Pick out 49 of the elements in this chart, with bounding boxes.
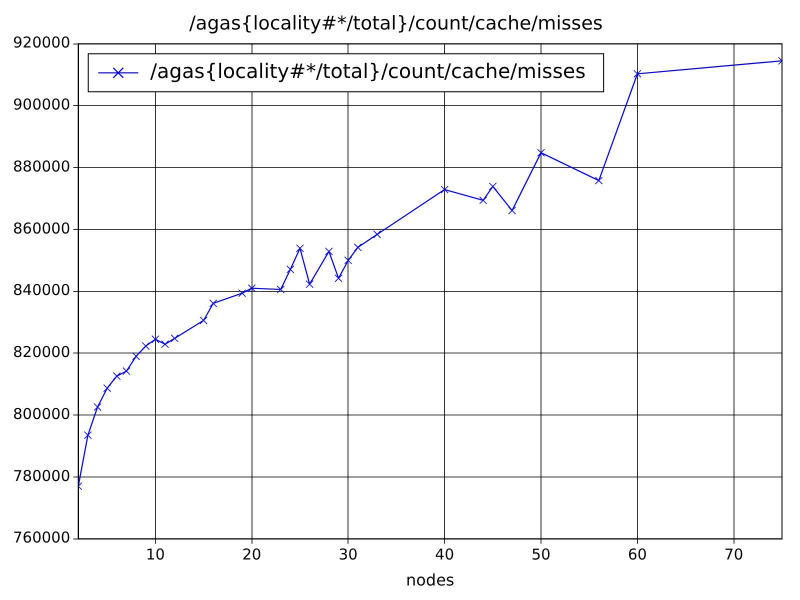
- point: [276, 286, 285, 294]
- y-tick-label: 860000: [12, 219, 70, 238]
- point: [594, 176, 603, 184]
- point: [200, 316, 208, 324]
- point: [170, 334, 179, 342]
- point: [373, 230, 382, 238]
- x-tick-label: 50: [531, 546, 551, 564]
- x-tick-label: 10: [146, 546, 165, 564]
- y-tick-label: 920000: [12, 34, 70, 52]
- y-tick-label: 880000: [12, 157, 70, 176]
- point: [248, 284, 256, 292]
- x-axis-title: nodes: [406, 570, 454, 590]
- point: [209, 299, 218, 308]
- point: [479, 196, 488, 204]
- y-tick-label: 840000: [12, 281, 70, 300]
- point: [324, 247, 333, 256]
- x-tick-label: 60: [628, 546, 647, 564]
- x-tick-label: 70: [724, 546, 744, 564]
- point: [161, 340, 169, 348]
- x-tick-label: 40: [435, 546, 454, 564]
- point: [238, 289, 246, 298]
- point: [132, 352, 140, 360]
- point: [344, 256, 352, 264]
- point: [142, 342, 150, 350]
- y-tick-label: 900000: [12, 96, 70, 114]
- point: [537, 148, 545, 157]
- point: [334, 274, 342, 282]
- point: [440, 186, 449, 194]
- point: [354, 243, 362, 252]
- point: [306, 280, 314, 288]
- chart-title: /agas{locality#*/total}/count/cache/misses: [189, 12, 603, 34]
- x-tick-label: 20: [242, 546, 262, 564]
- y-tick-label: 780000: [12, 466, 70, 485]
- point: [296, 244, 304, 252]
- legend-label: /agas{locality#*/total}/count/cache/misses: [150, 59, 586, 84]
- y-tick-label: 820000: [12, 343, 70, 362]
- point: [94, 403, 102, 411]
- point: [633, 70, 642, 78]
- point: [122, 367, 130, 376]
- point: [488, 182, 497, 190]
- x-tick-label: 30: [338, 546, 358, 564]
- point: [151, 335, 160, 344]
- point: [103, 384, 112, 392]
- point: [112, 372, 121, 380]
- point: [286, 265, 294, 274]
- y-tick-label: 800000: [12, 404, 70, 423]
- point: [84, 431, 92, 440]
- point: [508, 206, 516, 214]
- y-tick-label: 760000: [12, 528, 70, 547]
